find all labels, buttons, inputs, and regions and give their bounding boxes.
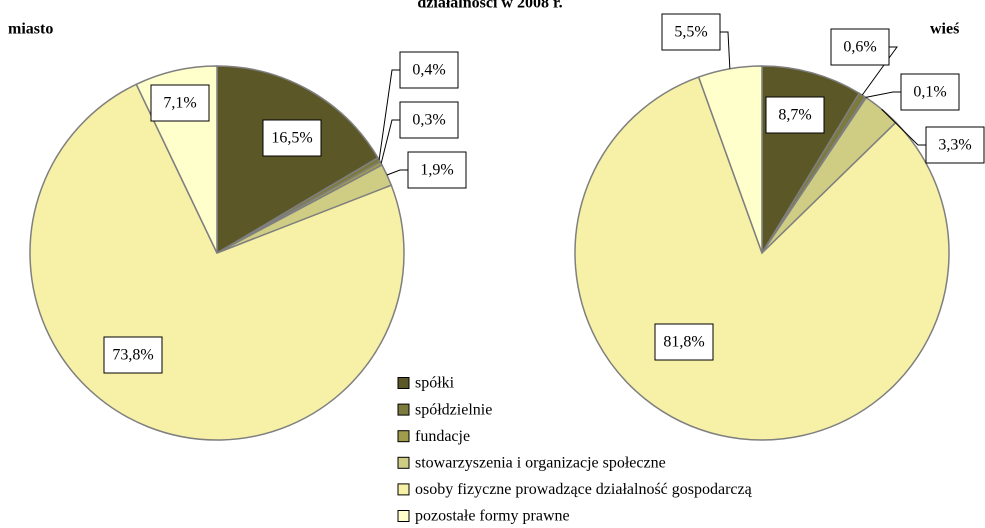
pie-title: miasto — [8, 21, 53, 38]
leader-line — [881, 108, 926, 146]
legend-swatch — [397, 510, 410, 522]
label-box — [925, 126, 985, 164]
legend-swatch — [397, 483, 410, 496]
data-label: 73,8% — [112, 347, 153, 364]
data-label: 0,6% — [843, 39, 876, 56]
data-label: 16,5% — [271, 130, 312, 147]
label-box — [150, 84, 210, 122]
data-label: 3,3% — [938, 137, 971, 154]
legend-swatch — [397, 430, 410, 443]
pie-title: wieś — [930, 21, 959, 38]
label-box — [399, 101, 459, 139]
data-label: 81,8% — [663, 334, 704, 351]
label-box — [262, 119, 322, 157]
label-box — [399, 51, 459, 89]
leader-line — [720, 31, 731, 69]
data-label: 7,1% — [163, 95, 196, 112]
legend-label: osoby fizyczne prowadzące działalność go… — [415, 481, 753, 498]
legend-swatch — [397, 403, 410, 416]
label-box — [900, 73, 960, 111]
label-box — [103, 336, 163, 374]
legend-swatch — [397, 377, 410, 389]
data-label: 5,5% — [674, 24, 707, 41]
leader-line — [865, 91, 901, 98]
data-label: 0,1% — [913, 84, 946, 101]
pie-slice — [216, 65, 379, 255]
leader-line — [861, 46, 898, 96]
leader-line — [386, 169, 408, 176]
label-box — [407, 151, 467, 189]
legend-swatch — [397, 456, 410, 469]
legend-label: fundacje — [415, 428, 470, 445]
label-box — [830, 28, 890, 66]
legend-label: spółki — [415, 375, 455, 392]
data-label: 0,4% — [412, 62, 445, 79]
data-label: 0,3% — [412, 112, 445, 129]
legend-label: pozostałe formy prawne — [415, 508, 570, 525]
label-box — [661, 13, 721, 51]
chart-title: działalności w 2008 r. — [417, 0, 562, 12]
legend-label: stowarzyszenia i organizacje społeczne — [415, 454, 666, 471]
label-box — [765, 96, 825, 134]
data-label: 8,7% — [778, 107, 811, 124]
leader-line — [380, 119, 400, 164]
legend-label: spółdzielnie — [415, 401, 492, 418]
label-box — [654, 323, 714, 361]
leader-line — [378, 69, 400, 160]
data-label: 1,9% — [420, 162, 453, 179]
